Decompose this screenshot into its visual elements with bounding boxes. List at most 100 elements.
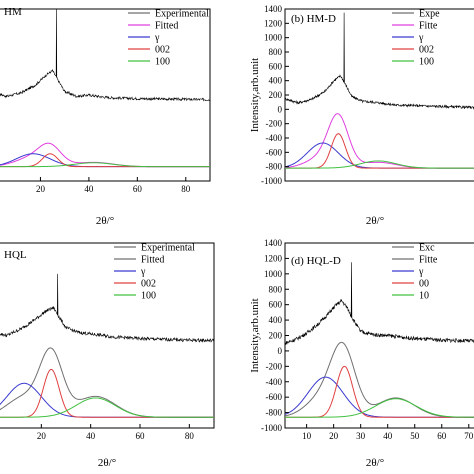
series-experimental xyxy=(0,273,214,343)
x-tick-label: 80 xyxy=(181,184,191,194)
series-fitted xyxy=(285,113,474,169)
x-axis-label: 2θ/° xyxy=(366,215,384,227)
series-002 xyxy=(0,153,210,168)
y-tick-label: 0 xyxy=(278,346,283,356)
plot-frame xyxy=(0,8,211,182)
legend-entry: 100 xyxy=(155,57,170,68)
panel-label: (d) HQL-D xyxy=(291,255,341,267)
legend-entry: γ xyxy=(154,33,160,44)
y-tick-label: 1000 xyxy=(264,33,283,43)
legend-entry: 002 xyxy=(419,45,434,56)
legend-entry: 002 xyxy=(141,279,156,290)
y-tick-label: 200 xyxy=(269,331,283,341)
plot-area xyxy=(285,262,474,418)
series-fitted xyxy=(0,347,214,418)
legend-entry: Expe xyxy=(419,9,440,20)
y-tick-label: -1000 xyxy=(261,423,282,433)
x-tick-label: 40 xyxy=(86,431,96,441)
legend-entry: Fitted xyxy=(155,21,178,32)
y-tick-label: -400 xyxy=(266,377,283,387)
plot-area xyxy=(0,273,214,418)
y-tick-label: 400 xyxy=(269,76,283,86)
x-tick-label: 20 xyxy=(37,431,47,441)
y-tick-label: -1000 xyxy=(261,176,282,186)
plot-frame xyxy=(0,242,215,429)
plot-area xyxy=(0,9,210,168)
series-experimental xyxy=(285,262,474,345)
series-002 xyxy=(0,368,214,418)
legend-entry: 100 xyxy=(141,291,156,302)
x-axis-label: 2θ/° xyxy=(366,457,384,469)
y-tick-label: -600 xyxy=(266,147,283,157)
x-tick-label: 50 xyxy=(410,431,420,441)
series-- xyxy=(0,153,210,168)
panel-label: (b) HM-D xyxy=(291,13,336,25)
x-tick-label: 60 xyxy=(437,431,447,441)
x-tick-label: 80 xyxy=(185,431,195,441)
y-tick-label: -800 xyxy=(266,162,283,172)
panel-label: HM xyxy=(4,6,22,18)
legend-entry: Experimental xyxy=(155,9,209,20)
x-axis-label: 2θ/° xyxy=(98,457,116,469)
legend-entry: Fitted xyxy=(141,255,164,266)
x-tick-label: 60 xyxy=(136,431,146,441)
x-tick-label: 40 xyxy=(383,431,393,441)
y-tick-label: -400 xyxy=(266,133,283,143)
y-tick-label: 800 xyxy=(269,47,283,57)
legend-entry: Fitte xyxy=(419,21,438,32)
x-axis-label: 2θ/° xyxy=(96,215,114,227)
y-tick-label: 800 xyxy=(269,284,283,294)
legend-entry: 002 xyxy=(155,45,170,56)
x-tick-label: 70 xyxy=(464,431,474,441)
y-axis-label: Intensity,arb.unit xyxy=(249,58,261,132)
legend-entry: γ xyxy=(418,33,424,44)
y-tick-label: -200 xyxy=(266,119,283,129)
y-tick-label: 0 xyxy=(278,104,283,114)
y-tick-label: 600 xyxy=(269,61,283,71)
y-tick-label: 600 xyxy=(269,300,283,310)
series-- xyxy=(285,142,474,169)
legend-entry: Experimental xyxy=(141,243,195,254)
legend-entry: 00 xyxy=(419,279,429,290)
y-tick-label: -600 xyxy=(266,392,283,402)
x-tick-label: 20 xyxy=(329,431,339,441)
series-100 xyxy=(285,398,474,418)
y-axis-label: Intensity,arb.unit xyxy=(249,298,261,372)
plot-area xyxy=(285,12,474,169)
series-002 xyxy=(285,133,474,169)
series-100 xyxy=(285,160,474,169)
y-tick-label: 1200 xyxy=(264,18,283,28)
series-002 xyxy=(285,365,474,418)
y-tick-label: -800 xyxy=(266,408,283,418)
panel-label: HQL xyxy=(4,249,27,261)
series-- xyxy=(0,382,214,418)
y-tick-label: 1000 xyxy=(264,269,283,279)
legend-entry: γ xyxy=(140,267,146,278)
series-100 xyxy=(0,397,214,418)
series-100 xyxy=(0,162,210,168)
y-tick-label: 1400 xyxy=(264,238,283,248)
legend-entry: γ xyxy=(418,267,424,278)
y-tick-label: -200 xyxy=(266,361,283,371)
x-tick-label: 30 xyxy=(356,431,366,441)
y-tick-label: 1200 xyxy=(264,253,283,263)
y-tick-label: 400 xyxy=(269,315,283,325)
x-tick-label: 40 xyxy=(84,184,94,194)
y-tick-label: 200 xyxy=(269,90,283,100)
panel-4: 10 20 30 40 50 60 701400120010008006004002000-… xyxy=(249,238,474,469)
legend-entry: 10 xyxy=(419,291,429,302)
panel-2: 1400 1200 1000 800 600 400 200 0 -200 -400 -600 -80… xyxy=(249,4,474,227)
legend-entry: 100 xyxy=(419,57,434,68)
y-tick-label: 1400 xyxy=(264,4,283,14)
series-experimental xyxy=(285,12,474,110)
series-experimental xyxy=(0,9,210,102)
legend-entry: Fitte xyxy=(419,255,438,266)
x-tick-label: 10 xyxy=(302,431,312,441)
